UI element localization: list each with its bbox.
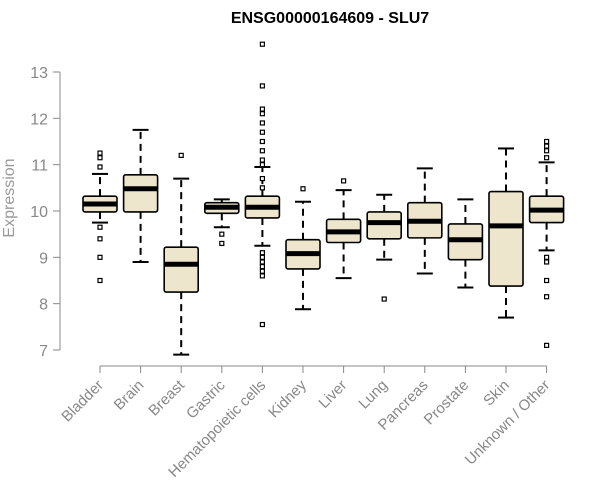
outlier-point [381,296,387,302]
outlier-point [259,157,265,163]
outlier-point [97,277,103,284]
outlier-point [259,111,265,117]
x-tick-label: Kidney [265,376,310,421]
outlier-point [97,155,103,161]
outlier-point [97,224,103,230]
outlier-point [219,231,225,237]
outlier-point [259,162,265,168]
outlier-point [259,120,265,126]
outlier-point [543,148,550,154]
outlier-point [259,254,265,260]
box-group [528,138,565,348]
outlier-point [259,138,265,145]
box-group [122,128,159,263]
boxes-layer [82,41,565,356]
y-tick-label: 12 [30,111,48,128]
outlier-point [543,138,550,145]
box [163,246,199,293]
x-tick-label: Breast [145,376,188,419]
x-tick-label: Bladder [58,377,107,426]
outlier-point [543,277,550,284]
y-tick-label: 8 [39,297,48,314]
box-group [406,167,443,275]
box-group [488,147,524,319]
outlier-point [259,250,265,256]
outlier-point [97,254,103,260]
outlier-point [259,175,265,182]
y-tick-label: 10 [30,204,48,221]
outlier-point [543,259,550,265]
outlier-point [259,268,265,274]
outlier-point [259,106,265,112]
outlier-point [259,83,265,89]
outlier-point [259,321,265,328]
box-group [285,186,321,311]
outlier-point [259,185,265,191]
box-group [163,152,199,356]
box-group [82,150,118,284]
box-group [325,178,362,280]
outlier-point [219,240,225,247]
outlier-point [300,186,306,192]
outlier-point [259,148,265,154]
y-tick-label: 11 [31,158,48,175]
y-tick-label: 9 [39,250,48,267]
chart-title: ENSG00000164609 - SLU7 [231,10,429,27]
x-tick-label: Liver [315,377,350,412]
box-group [204,198,240,247]
y-axis-title: Expression [1,158,18,237]
outlier-point [341,178,347,184]
y-tick-label: 13 [30,65,48,82]
x-tick-label: Skin [480,377,513,410]
outlier-point [543,155,550,161]
box-group [366,193,403,302]
outlier-point [543,254,550,260]
outlier-point [543,342,550,348]
box [488,190,524,287]
box [366,211,403,240]
outlier-point [178,152,184,158]
outlier-point [259,259,265,265]
outlier-point [259,264,265,270]
x-tick-label: Lung [355,377,391,413]
box [122,174,159,213]
x-tick-label: Prostate [421,377,473,429]
y-axis: 7 8 9 10 11 12 13 [30,65,61,360]
outlier-point [97,150,103,156]
x-tick-label: Brain [111,377,148,414]
y-tick-label: 7 [39,343,48,360]
outlier-point [259,41,265,47]
outlier-point [97,236,103,242]
box-group [447,198,484,289]
outlier-point [259,129,265,135]
outlier-point [259,273,265,279]
outlier-point [543,143,550,149]
box-group [244,41,281,328]
outlier-point [543,294,550,300]
outlier-point [97,164,103,170]
